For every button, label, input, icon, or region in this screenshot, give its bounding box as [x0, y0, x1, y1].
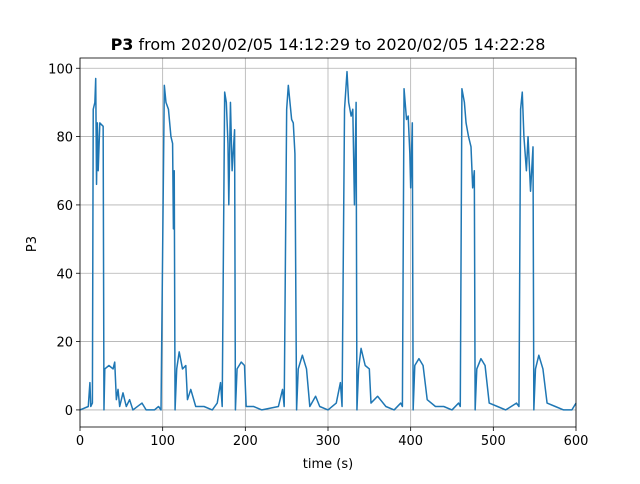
x-tick-label: 200	[233, 434, 258, 449]
x-tick-label: 600	[564, 434, 589, 449]
y-tick-label: 80	[56, 131, 73, 146]
x-tick-label: 500	[481, 434, 506, 449]
data-line	[79, 70, 577, 411]
x-tick-label: 300	[316, 434, 341, 449]
title-bold: P3	[111, 35, 134, 54]
title-rest: from 2020/02/05 14:12:29 to 2020/02/05 1…	[139, 35, 546, 54]
y-tick-label: 100	[48, 62, 73, 77]
chart-title: P3 from 2020/02/05 14:12:29 to 2020/02/0…	[111, 35, 546, 54]
x-axis-label: time (s)	[303, 457, 353, 472]
y-tick-label: 40	[56, 267, 73, 282]
y-tick-label: 20	[56, 336, 73, 351]
x-tick-label: 400	[398, 434, 423, 449]
x-tick-label: 100	[150, 434, 175, 449]
y-tick-label: 60	[56, 199, 73, 214]
y-axis-label: P3	[25, 236, 40, 252]
plot-frame	[79, 57, 577, 428]
x-tick-label: 0	[76, 434, 84, 449]
y-tick-label: 0	[65, 404, 73, 419]
